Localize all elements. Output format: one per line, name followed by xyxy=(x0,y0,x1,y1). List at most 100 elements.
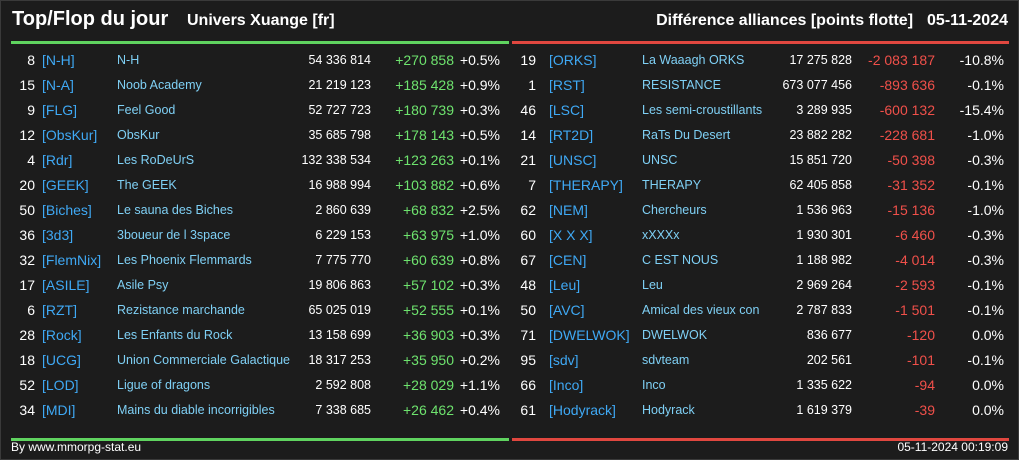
alliance-tag-link[interactable]: [THERAPY] xyxy=(549,177,623,193)
alliance-tag-link[interactable]: [3d3] xyxy=(42,227,74,243)
alliance-tag-link[interactable]: [GEEK] xyxy=(42,177,89,193)
alliance-tag-link[interactable]: [Rdr] xyxy=(42,152,73,168)
alliance-name-link[interactable]: Mains du diable incorrigibles xyxy=(117,403,275,417)
points-difference: +52 555 xyxy=(403,302,454,318)
alliance-tag-link[interactable]: [FlemNix] xyxy=(42,252,102,268)
percent-change: +0.5% xyxy=(459,127,500,143)
alliance-name-link[interactable]: N-H xyxy=(117,53,140,67)
alliance-tag-link[interactable]: [FLG] xyxy=(42,102,78,118)
alliance-name-link[interactable]: ObsKur xyxy=(117,128,160,142)
points-difference: +63 975 xyxy=(403,227,454,243)
percent-change: 0.0% xyxy=(972,377,1004,393)
alliance-name-link[interactable]: UNSC xyxy=(642,153,678,167)
alliance-name-link[interactable]: Ligue of dragons xyxy=(117,378,211,392)
alliance-tag-link[interactable]: [LOD] xyxy=(42,377,79,393)
gainer-row: 34 [MDI] Mains du diable incorrigibles 7 33… xyxy=(11,398,509,423)
alliance-tag-link[interactable]: [N-A] xyxy=(42,77,74,93)
percent-change: +0.6% xyxy=(459,177,500,193)
fleet-points: 2 787 833 xyxy=(796,303,852,317)
alliance-name-link[interactable]: THERAPY xyxy=(642,178,702,192)
gainer-row: 8 [N-H] N-H 54 336 814 +270 858 +0.5% xyxy=(11,48,509,73)
alliance-tag-link[interactable]: [Hodyrack] xyxy=(549,402,616,418)
alliance-name-link[interactable]: DWELWOK xyxy=(642,328,708,342)
alliance-tag-link[interactable]: [NEM] xyxy=(549,202,588,218)
alliance-name-link[interactable]: Les RoDeUrS xyxy=(117,153,195,167)
alliance-name-link[interactable]: Asile Psy xyxy=(117,278,169,292)
alliance-name-link[interactable]: Inco xyxy=(642,378,666,392)
alliance-name-link[interactable]: Hodyrack xyxy=(642,403,695,417)
fleet-points: 62 405 858 xyxy=(789,178,852,192)
alliance-rank: 52 xyxy=(19,377,35,393)
alliance-name-link[interactable]: xXXXx xyxy=(642,228,680,242)
alliance-tag-link[interactable]: [MDI] xyxy=(42,402,76,418)
alliance-name-link[interactable]: The GEEK xyxy=(117,178,177,192)
loser-row: 95 [sdv] sdvteam 202 561 -101 -0.1% xyxy=(512,348,1009,373)
gainer-row: 6 [RZT] Rezistance marchande 65 025 019 +52 … xyxy=(11,298,509,323)
alliance-tag-link[interactable]: [ORKS] xyxy=(549,52,597,68)
alliance-name-link[interactable]: La Waaagh ORKS xyxy=(642,53,745,67)
alliance-name-link[interactable]: sdvteam xyxy=(642,353,690,367)
alliance-tag-link[interactable]: [UCG] xyxy=(42,352,81,368)
points-difference: +57 102 xyxy=(403,277,454,293)
alliance-tag-link[interactable]: [Rock] xyxy=(42,327,82,343)
fleet-points: 65 025 019 xyxy=(308,303,371,317)
alliance-tag-link[interactable]: [RT2D] xyxy=(549,127,594,143)
points-difference: +36 903 xyxy=(403,327,454,343)
alliance-name-link[interactable]: Union Commerciale Galactique xyxy=(117,353,290,367)
gainer-row: 12 [ObsKur] ObsKur 35 685 798 +178 143 +0.5% xyxy=(11,123,509,148)
alliance-name-link[interactable]: Leu xyxy=(642,278,663,292)
alliance-name-link[interactable]: Amical des vieux con xyxy=(642,303,760,317)
alliance-name-link[interactable]: 3boueur de l 3space xyxy=(117,228,231,242)
alliance-rank: 95 xyxy=(520,352,536,368)
percent-change: +0.2% xyxy=(459,352,500,368)
alliance-name-link[interactable]: Chercheurs xyxy=(642,203,707,217)
alliance-tag-link[interactable]: [Biches] xyxy=(42,202,92,218)
alliance-name-link[interactable]: Le sauna des Biches xyxy=(117,203,234,217)
points-difference: +35 950 xyxy=(403,352,454,368)
alliance-name-link[interactable]: C EST NOUS xyxy=(642,253,719,267)
alliance-name-link[interactable]: Les Phoenix Flemmards xyxy=(117,253,252,267)
alliance-name-link[interactable]: RESISTANCE xyxy=(642,78,721,92)
alliance-tag-link[interactable]: [DWELWOK] xyxy=(549,327,630,343)
points-difference: -2 083 187 xyxy=(868,52,935,68)
alliance-tag-link[interactable]: [AVC] xyxy=(549,302,585,318)
alliance-name-link[interactable]: Les semi-croustillants xyxy=(642,103,763,117)
alliance-name-link[interactable]: Les Enfants du Rock xyxy=(117,328,233,342)
gainer-row: 20 [GEEK] The GEEK 16 988 994 +103 882 +0.6% xyxy=(11,173,509,198)
percent-change: +0.1% xyxy=(459,152,500,168)
percent-change: 0.0% xyxy=(972,327,1004,343)
percent-change: -10.8% xyxy=(959,52,1004,68)
alliance-name-link[interactable]: RaTs Du Desert xyxy=(642,128,731,142)
points-difference: -120 xyxy=(906,327,935,343)
top-losers-table: 19 [ORKS] La Waaagh ORKS 17 275 828 -2 083 1… xyxy=(512,41,1009,441)
alliance-tag-link[interactable]: [X X X] xyxy=(549,227,593,243)
alliance-tag-link[interactable]: [RZT] xyxy=(42,302,77,318)
gainer-row: 9 [FLG] Feel Good 52 727 723 +180 739 +0.3% xyxy=(11,98,509,123)
alliance-name-link[interactable]: Noob Academy xyxy=(117,78,202,92)
alliance-name-link[interactable]: Feel Good xyxy=(117,103,176,117)
percent-change: 0.0% xyxy=(972,402,1004,418)
fleet-points: 18 317 253 xyxy=(308,353,371,367)
points-difference: +185 428 xyxy=(395,77,454,93)
alliance-tag-link[interactable]: [ASILE] xyxy=(42,277,90,293)
percent-change: +0.4% xyxy=(459,402,500,418)
alliance-tag-link[interactable]: [Leu] xyxy=(549,277,581,293)
alliance-tag-link[interactable]: [Inco] xyxy=(549,377,584,393)
alliance-tag-link[interactable]: [CEN] xyxy=(549,252,587,268)
alliance-tag-link[interactable]: [N-H] xyxy=(42,52,75,68)
percent-change: -0.1% xyxy=(967,352,1004,368)
alliance-tag-link[interactable]: [UNSC] xyxy=(549,152,597,168)
generated-timestamp: 05-11-2024 00:19:09 xyxy=(897,440,1008,454)
points-difference: +26 462 xyxy=(403,402,454,418)
alliance-tag-link[interactable]: [ObsKur] xyxy=(42,127,98,143)
alliance-tag-link[interactable]: [sdv] xyxy=(549,352,579,368)
alliance-tag-link[interactable]: [RST] xyxy=(549,77,585,93)
percent-change: -1.0% xyxy=(967,127,1004,143)
loser-row: 21 [UNSC] UNSC 15 851 720 -50 398 -0.3% xyxy=(512,148,1009,173)
percent-change: -0.1% xyxy=(967,77,1004,93)
alliance-name-link[interactable]: Rezistance marchande xyxy=(117,303,245,317)
points-difference: -1 501 xyxy=(895,302,935,318)
alliance-tag-link[interactable]: [LSC] xyxy=(549,102,585,118)
alliance-rank: 6 xyxy=(27,302,35,318)
alliance-rank: 14 xyxy=(520,127,536,143)
